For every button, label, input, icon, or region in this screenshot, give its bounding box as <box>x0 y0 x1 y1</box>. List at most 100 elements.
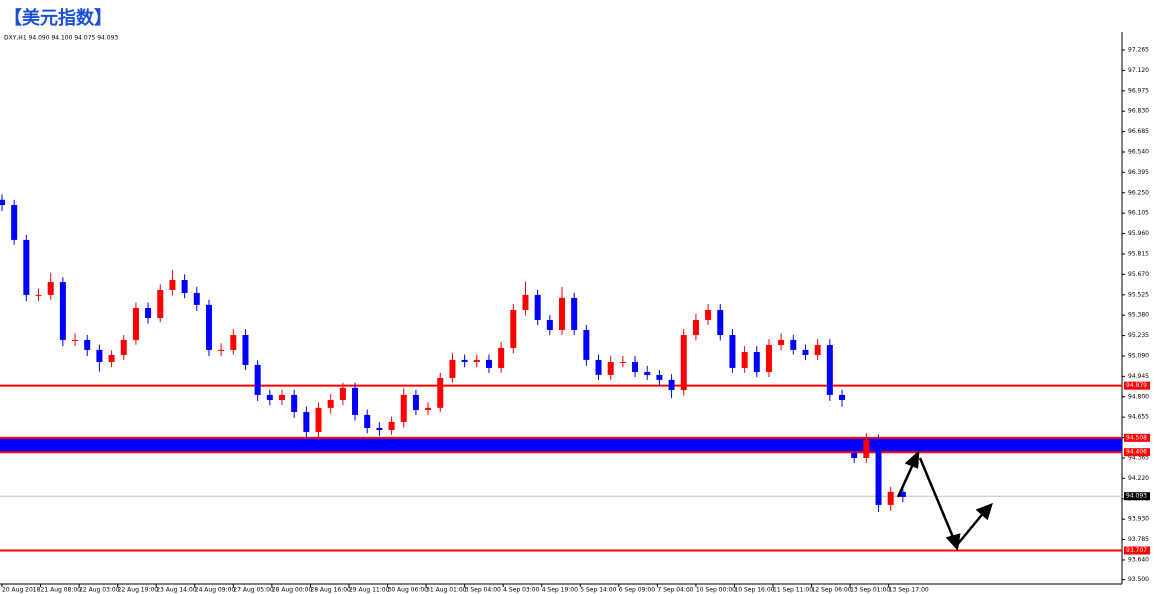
candle-body <box>364 414 371 428</box>
x-tick-label: 22 Aug 03:00 <box>79 587 120 594</box>
candle-body <box>814 344 821 355</box>
candle-body <box>230 335 237 350</box>
price-label-box <box>1124 381 1150 390</box>
y-tick-label: 93.930 <box>1128 516 1149 523</box>
x-tick-label: 27 Aug 05:00 <box>233 587 274 594</box>
candle-body <box>875 439 882 505</box>
candle-body <box>717 309 724 336</box>
x-tick-label: 7 Sep 04:00 <box>657 587 693 594</box>
candle-body <box>376 427 383 430</box>
candle-body <box>169 280 176 290</box>
y-tick-label: 93.500 <box>1128 576 1149 583</box>
y-tick-label: 93.785 <box>1128 536 1149 543</box>
candle-body <box>425 407 432 410</box>
candle-body <box>0 199 5 206</box>
candle-body <box>181 280 188 293</box>
x-tick-label: 12 Sep 06:00 <box>812 587 852 594</box>
arrow-head <box>975 502 993 521</box>
candle-body <box>205 304 212 350</box>
candle-body <box>291 394 298 412</box>
y-tick-label: 95.960 <box>1128 230 1149 237</box>
candle-body <box>632 362 639 373</box>
y-tick-label: 96.830 <box>1128 108 1149 115</box>
zone <box>0 437 1122 453</box>
x-tick-label: 13 Sep 17:00 <box>889 587 929 594</box>
candle-body <box>729 335 736 368</box>
y-tick-label: 93.640 <box>1128 556 1149 563</box>
symbol-info: DXY,H1 94.090 94.100 94.075 94.093 <box>4 35 118 42</box>
candle-body <box>583 329 590 360</box>
candle-body <box>522 294 529 310</box>
candle-body <box>279 394 285 400</box>
y-tick-label: 95.090 <box>1128 352 1149 359</box>
candle-body <box>705 309 712 320</box>
candle-body <box>47 281 54 295</box>
candle-body <box>59 281 66 340</box>
x-tick-label: 24 Aug 09:00 <box>195 587 236 594</box>
candle-body <box>412 394 419 410</box>
candle-body <box>887 491 894 505</box>
candle-body <box>485 359 492 368</box>
candle-body <box>339 387 346 400</box>
x-tick-label: 21 Aug 08:00 <box>41 587 82 594</box>
x-tick-label: 3 Sep 04:00 <box>465 587 501 594</box>
x-tick-label: 4 Sep 03:00 <box>503 587 539 594</box>
candle-body <box>510 309 517 348</box>
y-tick-label: 96.105 <box>1128 210 1149 217</box>
y-tick-label: 94.365 <box>1128 454 1149 461</box>
candle-body <box>352 387 359 415</box>
y-tick-label: 96.395 <box>1128 169 1149 176</box>
candle-body <box>534 294 541 320</box>
candle-body <box>218 349 225 351</box>
price-label: 93.707 <box>1126 547 1147 554</box>
y-tick-label: 97.120 <box>1128 67 1149 74</box>
x-tick-label: 31 Aug 01:00 <box>426 587 467 594</box>
candle-body <box>571 297 578 330</box>
candle-body <box>473 359 480 363</box>
price-label: 94.879 <box>1126 382 1147 389</box>
annotation-arrows <box>896 449 993 551</box>
x-tick-label: 20 Aug 2018 <box>2 587 41 594</box>
y-tick-label: 95.815 <box>1128 250 1149 257</box>
candle-body <box>498 347 505 368</box>
price-label-box <box>1124 433 1150 442</box>
candle-body <box>388 421 395 430</box>
candle-body <box>72 339 79 341</box>
candle-body <box>559 297 565 330</box>
y-tick-label: 96.540 <box>1128 148 1149 155</box>
candle-body <box>765 344 772 373</box>
x-tick-label: 23 Aug 14:00 <box>156 587 197 594</box>
y-tick-label: 94.945 <box>1128 373 1149 380</box>
y-tick-label: 95.380 <box>1128 312 1149 319</box>
candle-body <box>193 292 200 305</box>
x-tick-label: 6 Sep 09:00 <box>619 587 655 594</box>
candle-body <box>753 352 760 373</box>
candle-body <box>607 362 614 375</box>
price-label-box <box>1124 492 1150 501</box>
candle-body <box>132 308 139 340</box>
candle-body <box>437 377 444 408</box>
x-tick-label: 28 Aug 00:00 <box>272 587 313 594</box>
candle-body <box>96 349 103 363</box>
price-label-box <box>1124 448 1150 457</box>
y-tick-label: 94.655 <box>1128 414 1149 421</box>
candle-body <box>242 335 249 365</box>
arrow-head <box>904 449 920 469</box>
candle-body <box>449 359 456 378</box>
y-tick-label: 96.975 <box>1128 87 1149 94</box>
candle-body <box>790 339 797 350</box>
y-tick-label: 97.265 <box>1128 47 1149 54</box>
x-tick-label: 30 Aug 06:00 <box>388 587 429 594</box>
y-tick-label: 95.235 <box>1128 332 1149 339</box>
candle-body <box>619 362 626 364</box>
candle-body <box>668 379 675 391</box>
y-tick-label: 95.670 <box>1128 271 1149 278</box>
candle-body <box>899 491 906 497</box>
candle-body <box>656 374 663 380</box>
x-tick-label: 13 Sep 01:00 <box>850 587 890 594</box>
candle-body <box>327 400 334 408</box>
y-tick-label: 96.250 <box>1128 189 1149 196</box>
candle-body <box>145 308 152 318</box>
